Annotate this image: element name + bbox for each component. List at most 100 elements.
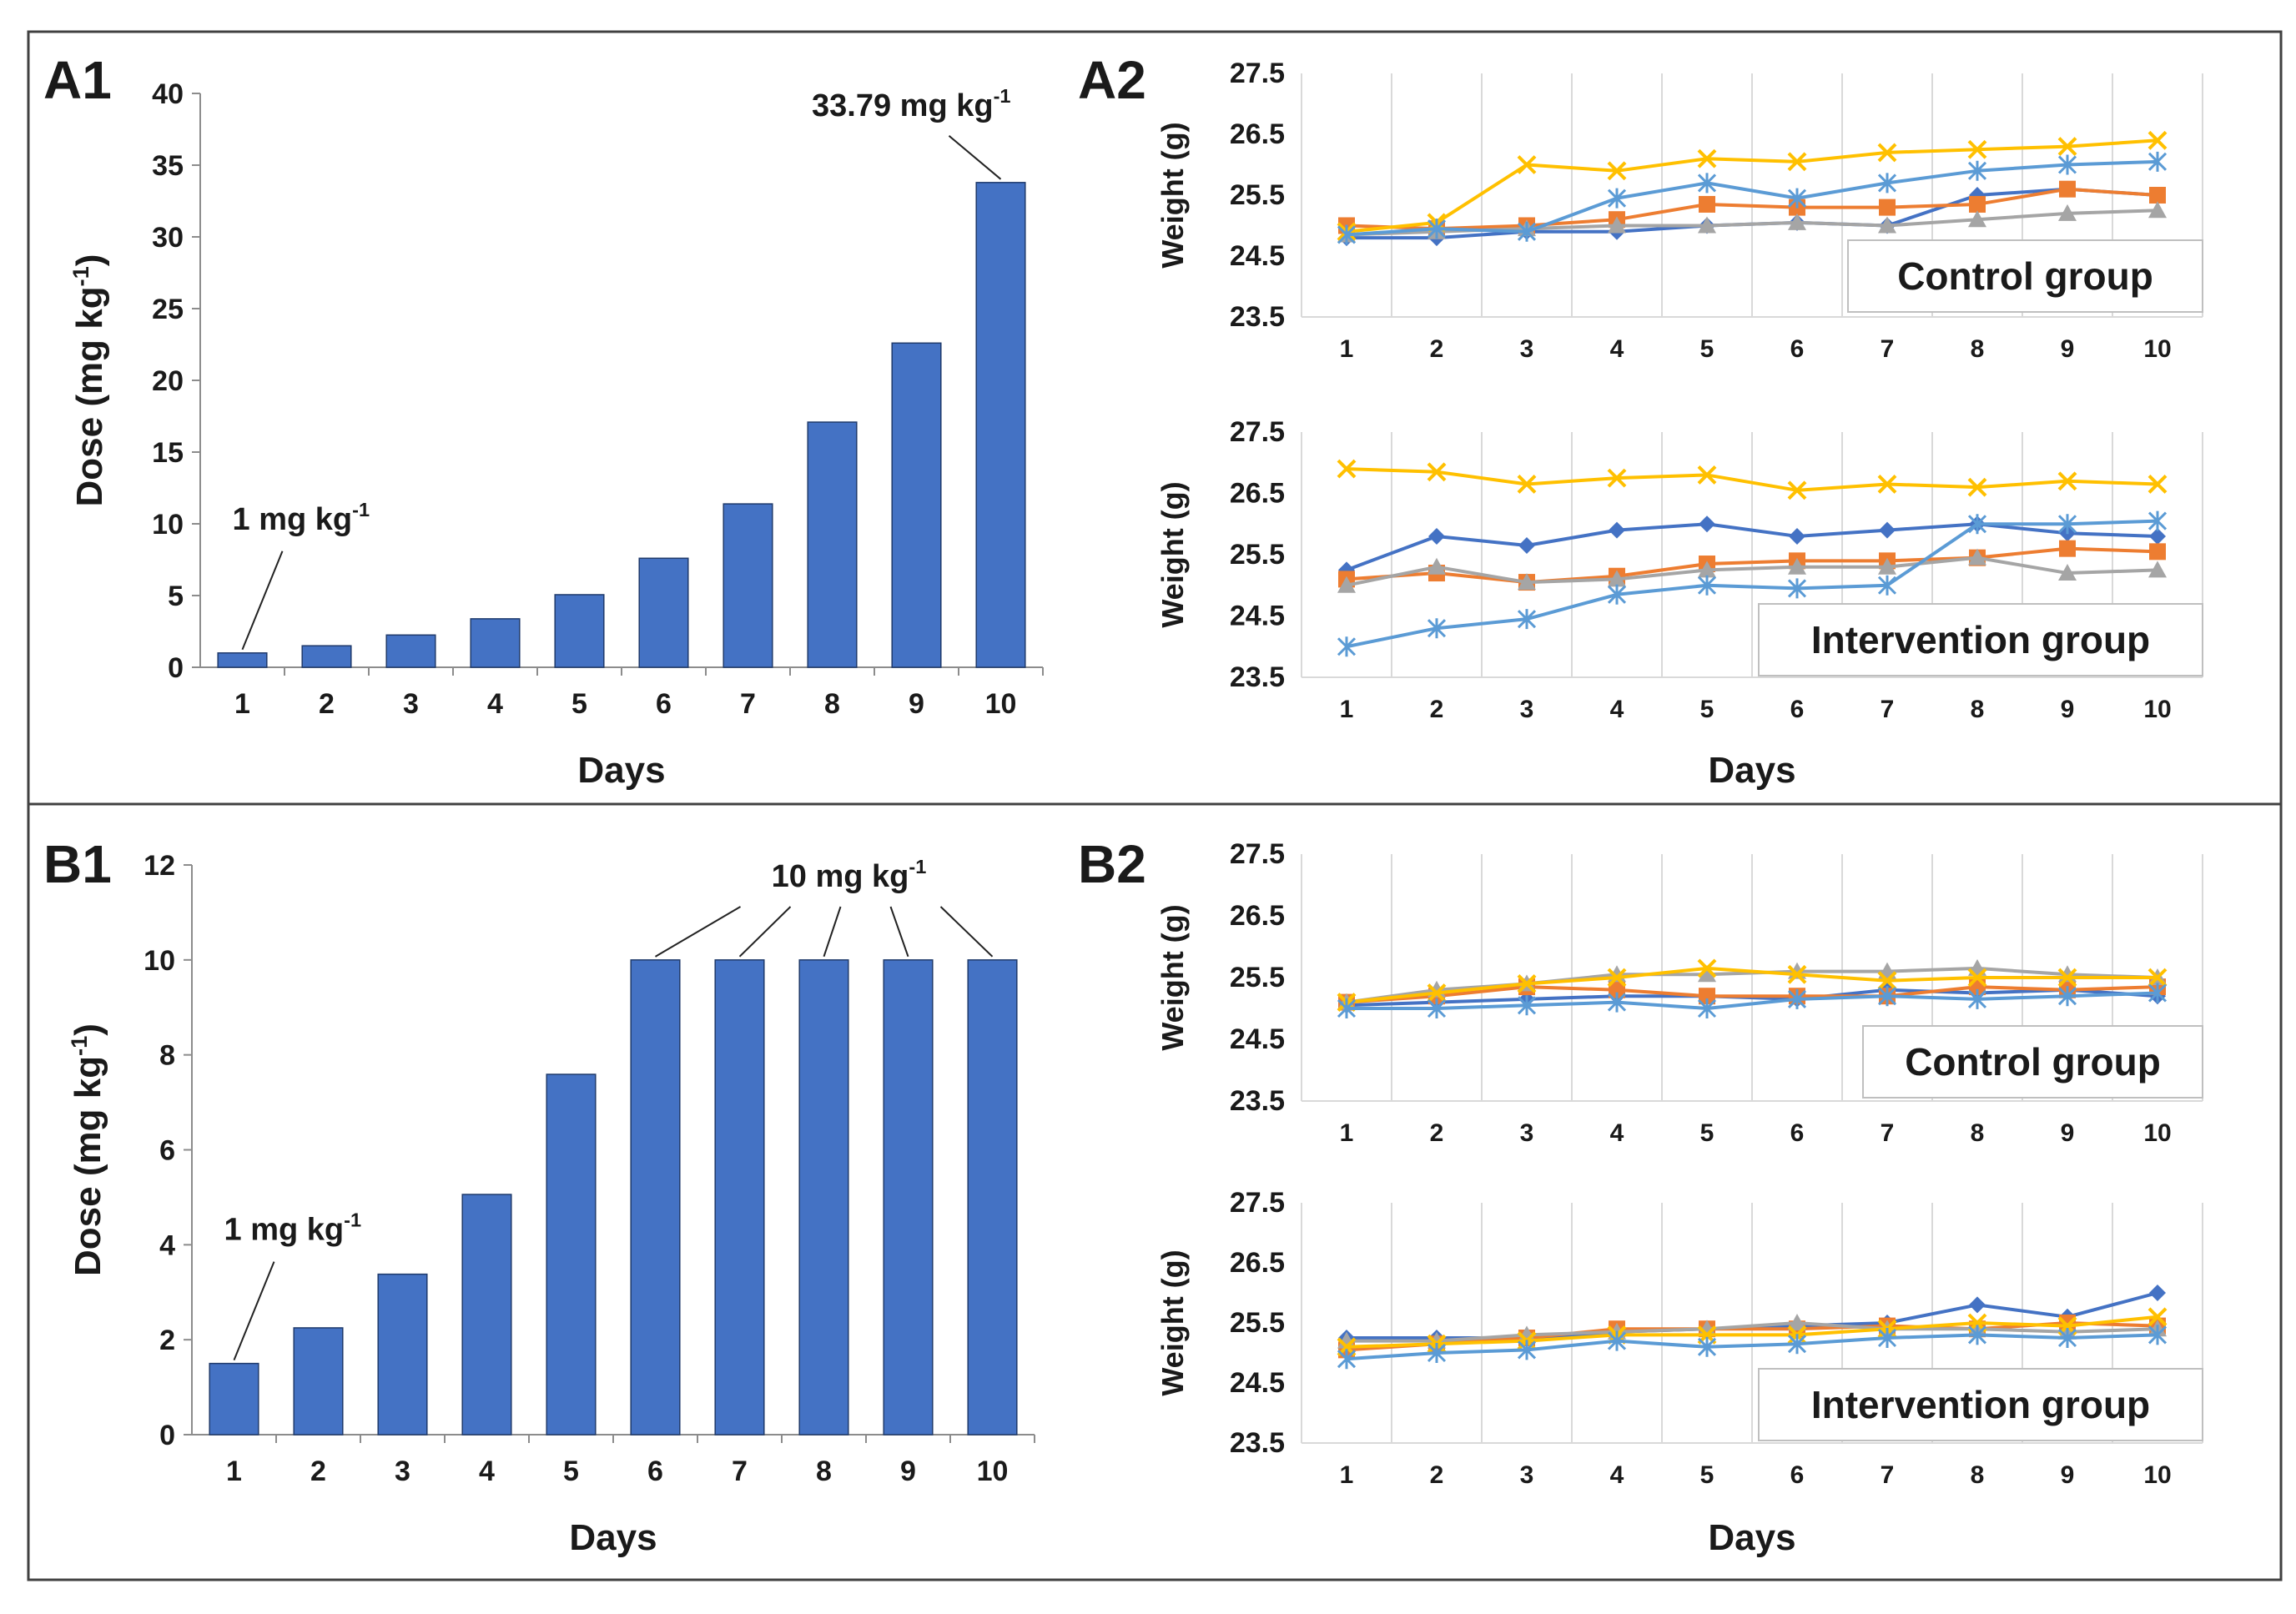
x-tick-label: 9 [2061, 1461, 2075, 1489]
bar-day-7 [714, 959, 765, 1436]
x-tick-label: 1 [1340, 335, 1354, 363]
series-line-square [1346, 985, 2158, 1004]
point-square-day-4 [1609, 981, 1625, 998]
annotation-leader [889, 906, 909, 958]
point-star-day-4 [1607, 584, 1627, 605]
x-tick-label: 10 [985, 688, 1017, 720]
point-diamond-day-10 [2149, 527, 2166, 545]
y-tick-label: 23.5 [1230, 301, 1285, 333]
annotation-leader [823, 906, 842, 958]
series-line-star [1346, 159, 2158, 237]
point-diamond-day-10 [2149, 1285, 2166, 1301]
series-line-star [1347, 991, 2158, 1010]
annotation-label: 10 mg kg-1 [772, 856, 927, 894]
y-tick-label: 24.5 [1230, 240, 1285, 272]
x-tick-label: 6 [656, 688, 672, 720]
bar-day-7 [723, 503, 773, 668]
point-star-day-4 [1607, 188, 1627, 209]
x-tick-label: 1 [226, 1456, 242, 1487]
x-tick-label: 10 [2143, 335, 2171, 363]
y-axis-title: Dose (mg kg-1) [68, 254, 110, 507]
y-tick-label: 0 [159, 1420, 175, 1451]
point-star-day-2 [1427, 998, 1447, 1018]
point-x-day-4 [1607, 468, 1627, 488]
annotation-leader [654, 906, 742, 958]
point-diamond-day-5 [1699, 515, 1715, 533]
point-x-day-6 [1787, 964, 1807, 984]
point-star-day-10 [2147, 510, 2168, 531]
series-line-diamond [1346, 522, 2158, 572]
annotation-label: 33.79 mg kg-1 [812, 85, 1011, 123]
point-star-day-10 [2147, 1325, 2168, 1345]
y-tick-label: 4 [159, 1229, 175, 1261]
y-tick-label: 27.5 [1230, 1187, 1285, 1219]
point-star-day-8 [1967, 160, 1987, 181]
annotation-label-base: 33.79 mg kg [812, 88, 994, 123]
point-star-day-6 [1787, 578, 1807, 599]
point-triangle-day-8 [1968, 210, 1986, 228]
legend-label: Intervention group [1811, 1383, 2150, 1426]
x-tick-label: 9 [909, 688, 924, 720]
point-x-day-5 [1697, 148, 1717, 168]
legend-box [1847, 239, 2203, 313]
annotation-leader [939, 906, 994, 958]
x-tick-label: 1 [1340, 1119, 1354, 1147]
point-x-day-9 [2057, 471, 2077, 491]
x-tick-label: 7 [1881, 335, 1895, 363]
y-tick-label: 26.5 [1230, 900, 1285, 932]
y-tick-label: 25 [152, 294, 184, 325]
point-x-day-3 [1517, 973, 1537, 993]
y-tick-label: 25.5 [1230, 1307, 1285, 1339]
y-tick-label: 10 [144, 945, 175, 977]
x-tick-label: 6 [1790, 335, 1805, 363]
point-x-day-8 [1967, 477, 1987, 497]
annotation-label: 1 mg kg-1 [233, 499, 370, 537]
y-axis-title-group: Weight (g) [1156, 481, 1190, 627]
x-tick-label: 6 [1790, 1119, 1805, 1147]
panel-label-a2: A2 [1078, 50, 1146, 110]
y-axis-title-sup: -1 [68, 266, 93, 286]
x-tick-label: 3 [1520, 335, 1534, 363]
point-star-day-10 [2147, 983, 2168, 1003]
point-triangle-day-4 [1608, 570, 1626, 587]
bar-day-8 [798, 959, 849, 1436]
bar-day-6 [630, 959, 681, 1436]
point-x-day-10 [2147, 968, 2168, 988]
bar-day-10 [975, 182, 1026, 668]
x-tick-label: 6 [1790, 696, 1805, 723]
point-square-day-8 [1969, 195, 1986, 213]
x-tick-label: 4 [1610, 1461, 1624, 1489]
x-tick-label: 3 [395, 1456, 410, 1487]
annotation-leader [738, 906, 792, 958]
x-tick-label: 4 [1610, 1119, 1624, 1147]
y-tick-label: 25.5 [1230, 179, 1285, 211]
series-line-x [1346, 1315, 2158, 1349]
annotation-label-sup: -1 [344, 1209, 361, 1231]
x-tick-label: 3 [1520, 1119, 1534, 1147]
series-line-star [1346, 519, 2158, 649]
x-tick-label: 5 [1700, 335, 1714, 363]
y-axis-title-group: Dose (mg kg-1) [66, 1023, 108, 1276]
point-star-day-5 [1697, 1336, 1717, 1357]
x-axis-title: Days [577, 750, 665, 791]
point-star-day-5 [1697, 575, 1717, 596]
series-star [1337, 1325, 2168, 1370]
annotation-label: 1 mg kg-1 [224, 1209, 362, 1248]
x-tick-label: 8 [1971, 335, 1985, 363]
bar-day-2 [301, 645, 352, 668]
y-tick-label: 24.5 [1230, 1367, 1285, 1399]
bar-day-3 [377, 1273, 428, 1436]
point-star-day-9 [2057, 154, 2077, 175]
x-axis-title: Days [1708, 750, 1795, 791]
x-tick-label: 6 [1790, 1461, 1805, 1489]
x-tick-label: 7 [1881, 1119, 1895, 1147]
series-x [1337, 459, 2168, 500]
point-star-day-1 [1337, 998, 1357, 1018]
x-tick-label: 1 [1340, 1461, 1354, 1489]
point-x-day-2 [1427, 983, 1447, 1003]
series-star [1337, 510, 2168, 657]
annotation-label-base: 1 mg kg [224, 1213, 345, 1248]
y-tick-label: 25.5 [1230, 539, 1285, 571]
series-triangle [1337, 548, 2167, 593]
point-triangle-day-6 [1788, 557, 1806, 575]
